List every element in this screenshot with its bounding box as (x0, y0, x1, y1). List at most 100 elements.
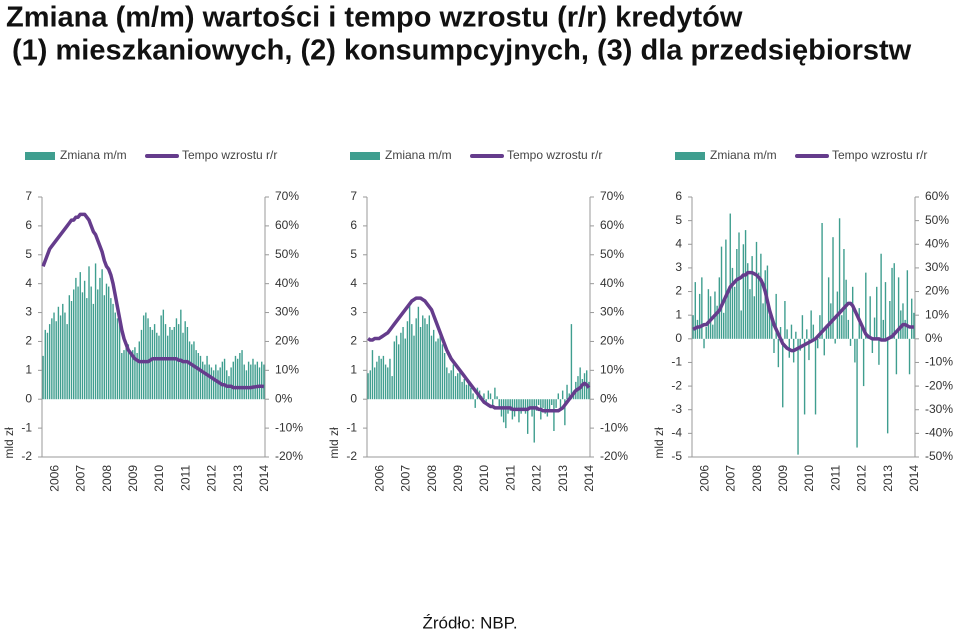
bar (367, 373, 369, 400)
bar (188, 341, 191, 400)
bar (129, 353, 132, 400)
bar (764, 270, 766, 339)
bar (893, 263, 895, 339)
bar (239, 353, 241, 400)
bar (75, 277, 77, 400)
bar (439, 332, 441, 400)
legend-label: Tempo wzrostu r/r (507, 148, 602, 162)
bar (494, 387, 496, 400)
bar (838, 218, 841, 339)
bar (182, 332, 184, 400)
chart: -5 -4 -3 -2 -1 0 1 2 3 4 5 6 -50% -40% -30% -20% -10% 0% 1… (652, 148, 953, 492)
bar (908, 338, 911, 375)
bar (498, 399, 500, 408)
bar (97, 289, 99, 400)
bar (437, 338, 439, 400)
bar (810, 310, 812, 339)
bar (566, 384, 568, 400)
bar (247, 361, 250, 400)
bar (876, 286, 878, 339)
bar (243, 364, 245, 400)
y-tick-label: 1 (675, 307, 682, 321)
y2-tick-label: 0% (275, 391, 293, 405)
bar (79, 272, 81, 400)
bar (906, 270, 909, 339)
bar (441, 344, 444, 400)
bar (489, 393, 492, 400)
bar (845, 279, 847, 339)
bar (92, 303, 95, 400)
y-axis-label: mld zł (327, 427, 341, 459)
bar (241, 350, 243, 400)
x-tick-label: 2013 (556, 465, 570, 492)
bar (817, 338, 819, 349)
bar (880, 253, 882, 339)
bar (529, 399, 531, 408)
bar (435, 341, 437, 400)
bar (121, 353, 123, 400)
y2-tick-label: 70% (600, 189, 624, 203)
y2-tick-label: -20% (925, 378, 953, 392)
bar (452, 364, 455, 400)
bar (230, 367, 232, 400)
bar (430, 335, 433, 400)
legend-swatch (350, 152, 380, 160)
y-tick-label: 1 (25, 363, 32, 377)
bar (81, 292, 84, 400)
bar (105, 283, 108, 400)
y2-tick-label: 10% (600, 363, 624, 377)
x-tick-label: 2007 (724, 465, 738, 492)
bar (546, 399, 549, 417)
x-tick-label: 2011 (503, 465, 517, 491)
bar (236, 358, 239, 400)
bar (391, 376, 393, 400)
bar (751, 256, 753, 339)
bar (799, 338, 801, 351)
bar (173, 327, 175, 400)
bar (432, 329, 435, 400)
bar (694, 282, 696, 339)
bar (492, 399, 494, 405)
y2-tick-label: 30% (600, 305, 624, 319)
chart: -2 -1 0 1 2 3 4 5 6 7 -20% -10% 0% 10% 20% 30% 40% 50% 60%… (2, 148, 303, 492)
bar (400, 332, 402, 400)
bar (77, 286, 79, 400)
y-tick-label: 7 (350, 189, 357, 203)
bar (110, 298, 112, 400)
bar (411, 324, 413, 400)
bar (443, 353, 446, 400)
bar (206, 355, 208, 400)
bar (757, 272, 760, 339)
bar (882, 319, 884, 339)
bar (252, 358, 254, 400)
bar (404, 338, 406, 400)
x-tick-label: 2014 (907, 465, 921, 492)
bar (467, 381, 470, 400)
bar (191, 344, 193, 400)
bar (712, 324, 714, 339)
y-tick-label: 5 (350, 247, 357, 261)
bar (738, 232, 740, 339)
bar (195, 350, 197, 400)
bar (559, 399, 562, 411)
bar (897, 277, 900, 339)
bar (164, 324, 167, 400)
bar (125, 347, 127, 400)
y2-tick-label: -30% (925, 402, 953, 416)
y2-tick-label: 20% (600, 334, 624, 348)
bar (398, 344, 400, 400)
bar (705, 327, 707, 339)
bar (149, 327, 151, 400)
bar (371, 350, 374, 400)
y-tick-label: -5 (671, 449, 682, 463)
bar (99, 277, 101, 400)
y2-tick-label: 60% (925, 189, 949, 203)
bar (753, 296, 756, 339)
y-tick-label: 4 (350, 276, 357, 290)
bar (878, 338, 880, 365)
y-tick-label: 0 (350, 391, 357, 405)
bar (201, 361, 204, 400)
bar (496, 396, 498, 400)
bar (524, 399, 527, 414)
